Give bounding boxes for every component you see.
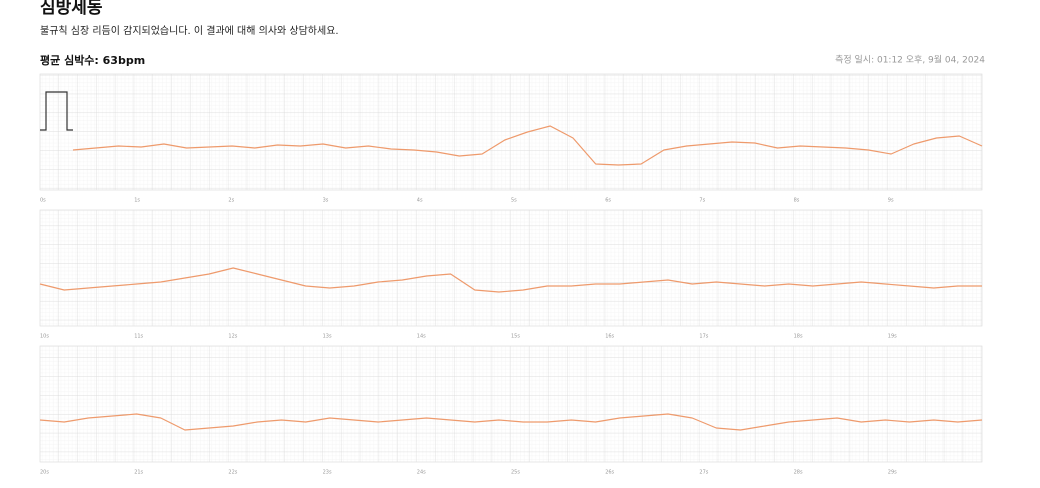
- time-label: 27s: [699, 470, 708, 476]
- time-label: 19s: [888, 334, 897, 340]
- time-label: 13s: [323, 334, 332, 340]
- time-label: 22s: [228, 470, 237, 476]
- time-label: 0s: [40, 198, 46, 204]
- time-label: 10s: [40, 334, 49, 340]
- time-label: 9s: [888, 198, 894, 204]
- time-label: 20s: [40, 470, 49, 476]
- time-label: 14s: [417, 334, 426, 340]
- time-label: 23s: [323, 470, 332, 476]
- ecg-trace: [39, 413, 983, 431]
- time-label: 28s: [794, 470, 803, 476]
- time-label: 18s: [794, 334, 803, 340]
- time-label: 12s: [228, 334, 237, 340]
- ecg-trace: [72, 125, 983, 166]
- time-label: 25s: [511, 470, 520, 476]
- time-label: 1s: [134, 198, 140, 204]
- subtitle: 불규칙 심장 리듬이 감지되었습니다. 이 결과에 대해 의사와 상담하세요.: [40, 24, 339, 37]
- measured-at: 측정 일시: 01:12 오후, 9월 04, 2024: [835, 54, 985, 66]
- title: 심방세동: [40, 0, 103, 18]
- ecg-trace: [39, 267, 982, 293]
- time-label: 29s: [888, 470, 897, 476]
- time-label: 2s: [228, 198, 234, 204]
- time-label: 17s: [699, 334, 708, 340]
- time-label: 6s: [605, 198, 611, 204]
- strips: 0s 1s 2s 3s 4s 5s 6s 7s 8s 9s 10s 11s 12s 13s 14s 15s 16…: [39, 73, 983, 476]
- time-label: 4s: [417, 198, 423, 204]
- average-heart-rate: 평균 심박수: 63bpm: [40, 53, 145, 67]
- ecg-grid: [39, 345, 983, 463]
- time-label: 26s: [605, 470, 614, 476]
- time-label: 3s: [323, 198, 329, 204]
- ecg-grid: [39, 73, 983, 191]
- time-label: 11s: [134, 334, 143, 340]
- time-label: 5s: [511, 198, 517, 204]
- time-label: 15s: [511, 334, 520, 340]
- time-label: 16s: [605, 334, 614, 340]
- calibration-pulse: [40, 91, 73, 131]
- time-label: 21s: [134, 470, 143, 476]
- time-label: 7s: [699, 198, 705, 204]
- time-label: 8s: [794, 198, 800, 204]
- time-label: 24s: [417, 470, 426, 476]
- ecg-grid: [39, 209, 983, 327]
